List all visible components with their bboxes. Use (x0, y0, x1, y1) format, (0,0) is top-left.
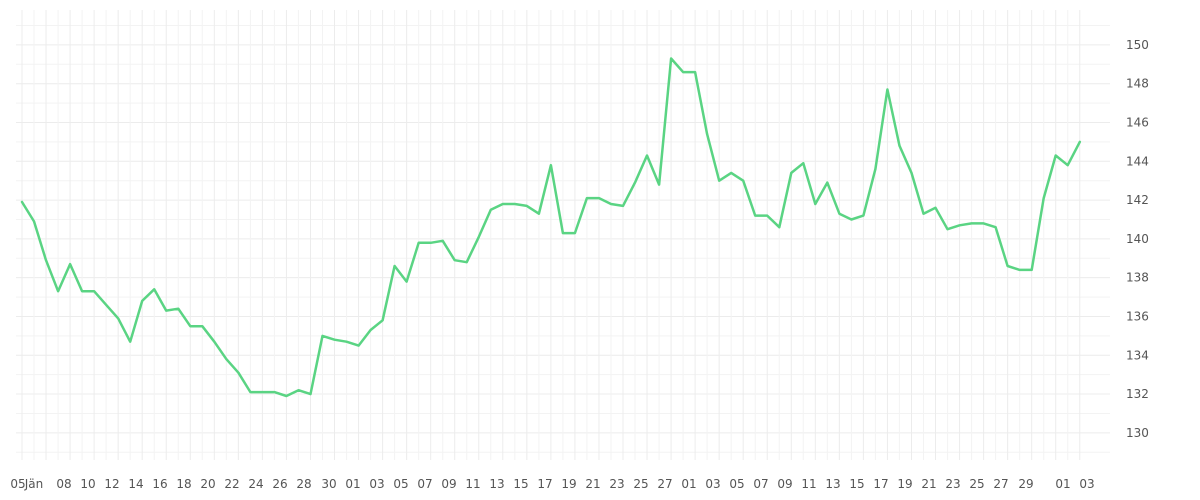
x-tick-label: 15 (513, 477, 528, 491)
series-group (20, 57, 1082, 398)
x-tick-label: 26 (272, 477, 287, 491)
x-tick-label: 11 (801, 477, 816, 491)
x-tick-label: 03 (705, 477, 720, 491)
x-tick-label: 21 (921, 477, 936, 491)
x-tick-label: 15 (849, 477, 864, 491)
y-tick-label: 146 (1126, 116, 1149, 130)
x-tick-label: Jän (24, 477, 44, 491)
y-tick-label: 140 (1126, 232, 1149, 246)
x-tick-label: 09 (441, 477, 456, 491)
y-tick-label: 144 (1126, 154, 1149, 168)
y-tick-label: 150 (1126, 38, 1149, 52)
x-tick-label: 05 (729, 477, 744, 491)
y-axis: 130 132 134 136 138 140 142 144 146 148 150 (1126, 38, 1149, 440)
x-tick-label: 12 (104, 477, 119, 491)
x-tick-label: 01 (681, 477, 696, 491)
x-axis: 05 Jän 08 10 12 14 16 18 20 22 24 26 28 30 01 03 05 07 09 1… (10, 477, 1094, 491)
x-tick-label: 25 (633, 477, 648, 491)
x-tick-label: 01 (1055, 477, 1070, 491)
x-tick-label: 27 (657, 477, 672, 491)
x-tick-label: 19 (561, 477, 576, 491)
x-tick-label: 01 (345, 477, 360, 491)
x-tick-label: 17 (873, 477, 888, 491)
x-tick-label: 05 (393, 477, 408, 491)
x-tick-label: 19 (897, 477, 912, 491)
x-tick-label: 30 (321, 477, 336, 491)
x-tick-label: 16 (152, 477, 167, 491)
x-tick-label: 20 (200, 477, 215, 491)
x-tick-label: 08 (56, 477, 71, 491)
series-line (20, 57, 1082, 398)
x-tick-label: 17 (537, 477, 552, 491)
x-tick-label: 29 (1018, 477, 1033, 491)
vertical-gridlines (21, 10, 1081, 460)
x-tick-label: 03 (1079, 477, 1094, 491)
x-tick-label: 22 (224, 477, 239, 491)
x-tick-label: 23 (945, 477, 960, 491)
x-tick-label: 21 (585, 477, 600, 491)
x-tick-label: 14 (128, 477, 143, 491)
x-tick-label: 28 (296, 477, 311, 491)
x-tick-label: 13 (489, 477, 504, 491)
x-tick-label: 03 (369, 477, 384, 491)
x-tick-label: 07 (753, 477, 768, 491)
x-tick-label: 23 (609, 477, 624, 491)
x-tick-label: 11 (465, 477, 480, 491)
y-tick-label: 134 (1126, 348, 1149, 362)
y-tick-label: 148 (1126, 77, 1149, 91)
x-tick-label: 18 (176, 477, 191, 491)
x-tick-label: 27 (993, 477, 1008, 491)
x-tick-label: 10 (80, 477, 95, 491)
y-tick-label: 138 (1126, 271, 1149, 285)
x-tick-label: 24 (248, 477, 263, 491)
y-tick-label: 132 (1126, 387, 1149, 401)
x-tick-label: 13 (825, 477, 840, 491)
y-tick-label: 136 (1126, 309, 1149, 323)
x-tick-label: 09 (777, 477, 792, 491)
y-tick-label: 130 (1126, 426, 1149, 440)
y-tick-label: 142 (1126, 193, 1149, 207)
x-tick-label: 05 (10, 477, 25, 491)
x-tick-label: 07 (417, 477, 432, 491)
x-tick-label: 25 (969, 477, 984, 491)
